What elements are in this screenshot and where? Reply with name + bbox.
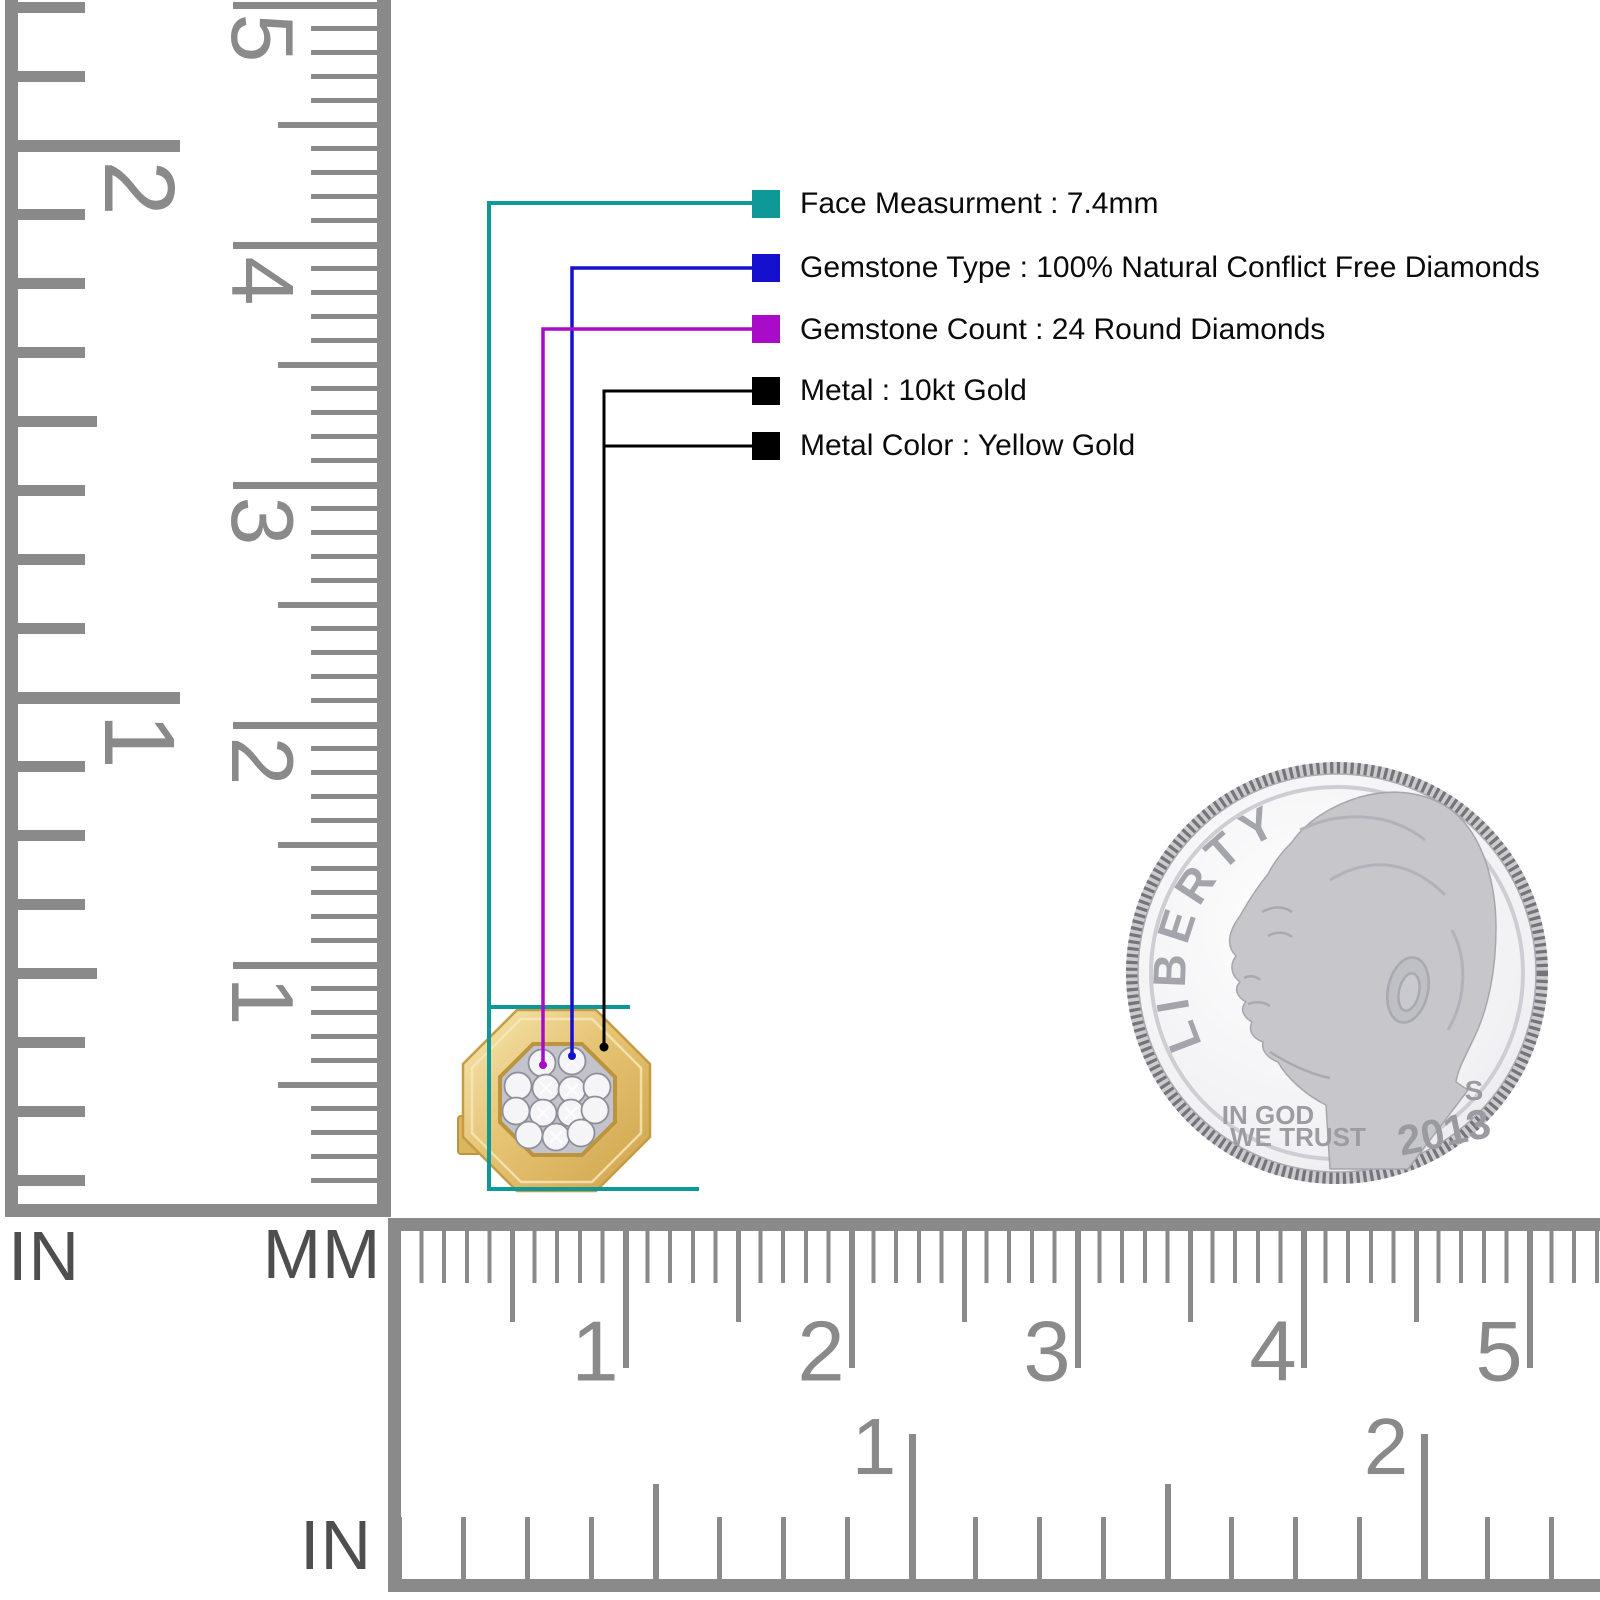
vertical-ruler-inch-unit-label: IN [8, 1217, 80, 1295]
horizontal-ruler-bottom-edge [388, 1579, 1600, 1592]
callout-endpoint-dot [599, 1042, 609, 1052]
ruler-number: 4 [1249, 1304, 1297, 1400]
dime-coin: LIBERTY IN GOD WE TRUST 2013 S [1126, 762, 1548, 1184]
ruler-number: 1 [851, 1402, 897, 1491]
vertical-ruler-inch-ticks [18, 140, 180, 840]
callout-swatch-metal [752, 377, 780, 405]
vertical-ruler-cm-ticks [233, 2, 377, 1200]
callout-swatch-face-measurement [752, 190, 780, 218]
callout-line-gemstone-count [541, 327, 754, 1066]
vertical-ruler-right-edge [377, 0, 391, 1217]
coin-mint-mark: S [1465, 1075, 1484, 1106]
horizontal-ruler-inch-ticks [909, 1434, 1600, 1579]
earring-illustration [457, 1008, 652, 1193]
callout-line-metal [602, 389, 754, 1048]
callout-label-metal-color: Metal Color : Yellow Gold [800, 429, 1136, 462]
earring-facet-line [470, 1017, 643, 1184]
vertical-ruler-mm-unit-label: MM [262, 1215, 382, 1293]
ruler-number: 2 [797, 1304, 845, 1400]
callout-swatch-metal-color [752, 432, 780, 460]
coin-reeded-edge [1126, 762, 1548, 1184]
vertical-ruler-bottom-edge [5, 1204, 391, 1217]
callout-swatch-gemstone-count [752, 315, 780, 343]
coin-motto-line2: WE TRUST [1230, 1122, 1366, 1152]
horizontal-ruler-top-edge [388, 1218, 1600, 1231]
vertical-ruler-left-edge [5, 0, 18, 1217]
callout-endpoint-dot [539, 1061, 547, 1069]
callout-label-gemstone-type: Gemstone Type : 100% Natural Conflict Fr… [800, 251, 1540, 284]
ruler-number: 3 [1023, 1304, 1071, 1400]
callout-label-gemstone-count: Gemstone Count : 24 Round Diamonds [800, 313, 1326, 346]
earring-diamond-sparkle [535, 1054, 579, 1144]
coin-roosevelt-profile [1228, 791, 1497, 1170]
ruler-number: 5 [1475, 1304, 1523, 1400]
callout-label-metal: Metal : 10kt Gold [800, 374, 1027, 407]
coin-motto-line1: IN GOD [1222, 1100, 1314, 1130]
horizontal-ruler-left-edge [388, 1218, 401, 1592]
ruler-number: 1 [571, 1304, 619, 1400]
callout-label-face-measurement: Face Measurment : 7.4mm [800, 187, 1159, 220]
ruler-number: 2 [1363, 1402, 1409, 1491]
coin-face-details [1243, 815, 1465, 1080]
callout-endpoint-dot [568, 1052, 576, 1060]
horizontal-ruler-inch-unit-label: IN [300, 1506, 372, 1584]
callout-line-gemstone-type [570, 266, 754, 1057]
callout-swatch-gemstone-type [752, 254, 780, 282]
horizontal-ruler-cm-ticks [623, 1231, 1600, 1368]
